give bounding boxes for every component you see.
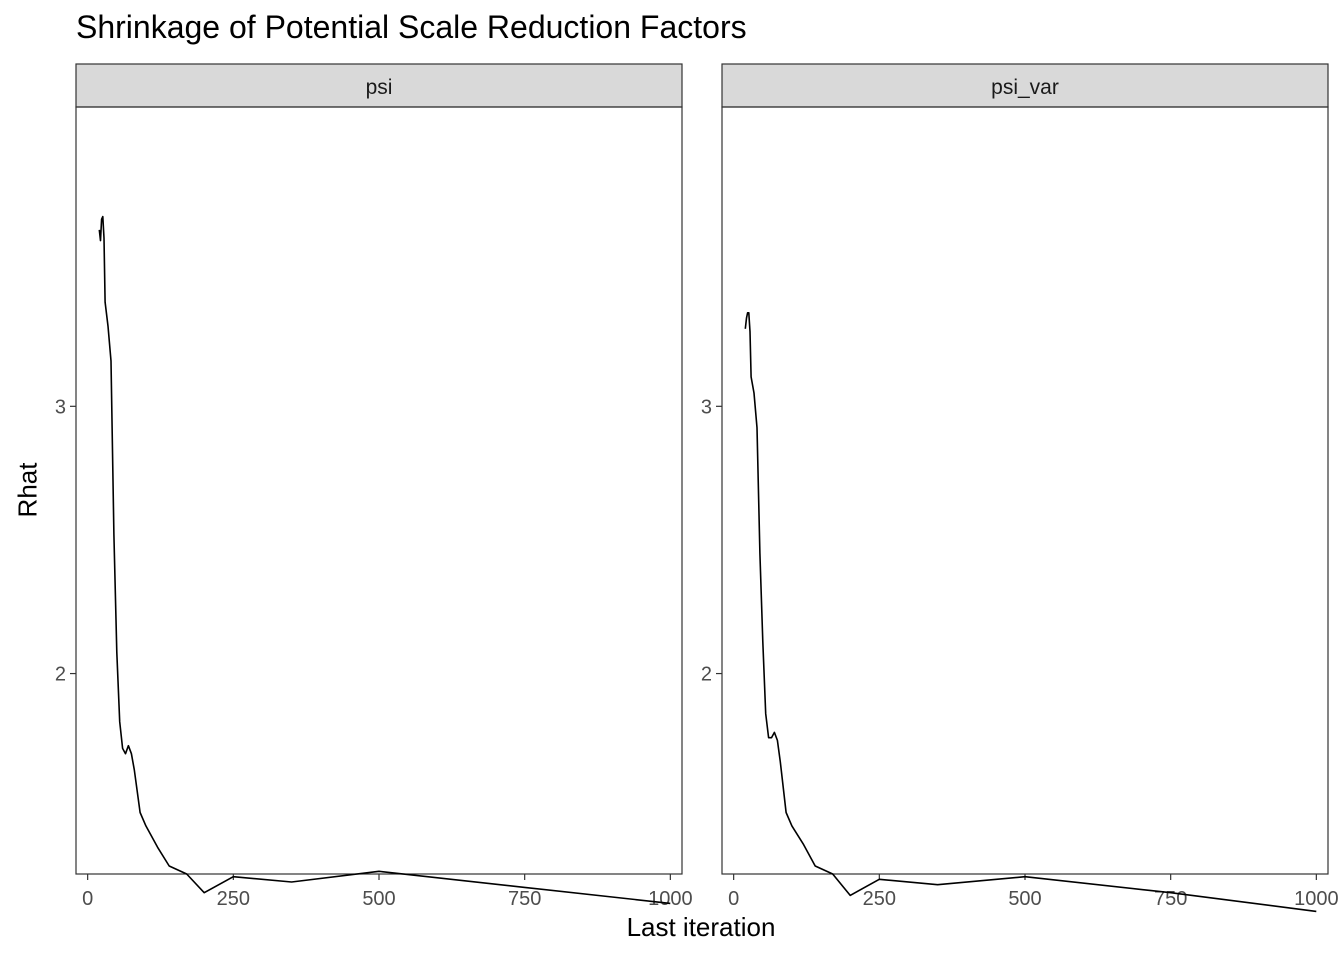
x-tick-label: 250 [217,888,250,910]
x-tick-label: 250 [863,888,896,910]
y-tick-label: 3 [55,396,66,418]
chart-title: Shrinkage of Potential Scale Reduction F… [76,9,747,45]
panel-border [75,106,683,875]
panel-psi: psi 23 0 250 500 750 1000 [55,63,693,910]
x-axis-label: Last iteration [626,912,776,942]
x-tick-label: 1000 [1294,888,1339,910]
x-tick-label: 500 [1008,888,1041,910]
panel-strip-label: psi [366,76,393,99]
y-tick-label: 2 [55,664,66,686]
panel-strip-label: psi_var [991,76,1059,99]
series-line-psi [98,215,671,905]
x-tick-label: 750 [508,888,541,910]
y-axis: 23 [701,396,722,686]
panel-border [721,106,1329,875]
panel-psi-var: psi_var 23 0 250 500 750 1000 [701,63,1339,913]
x-tick-label: 500 [362,888,395,910]
x-tick-label: 0 [728,888,739,910]
y-tick-label: 3 [701,396,712,418]
x-tick-label: 1000 [648,888,693,910]
series-line-psi-var [744,312,1317,913]
x-tick-label: 0 [82,888,93,910]
y-tick-label: 2 [701,664,712,686]
x-axis: 0 250 500 750 1000 [82,874,693,910]
x-axis: 0 250 500 750 1000 [728,874,1339,910]
y-axis: 23 [55,396,76,686]
y-axis-label: Rhat [12,462,43,518]
panel-strip [75,63,683,108]
panel-strip [721,63,1329,108]
